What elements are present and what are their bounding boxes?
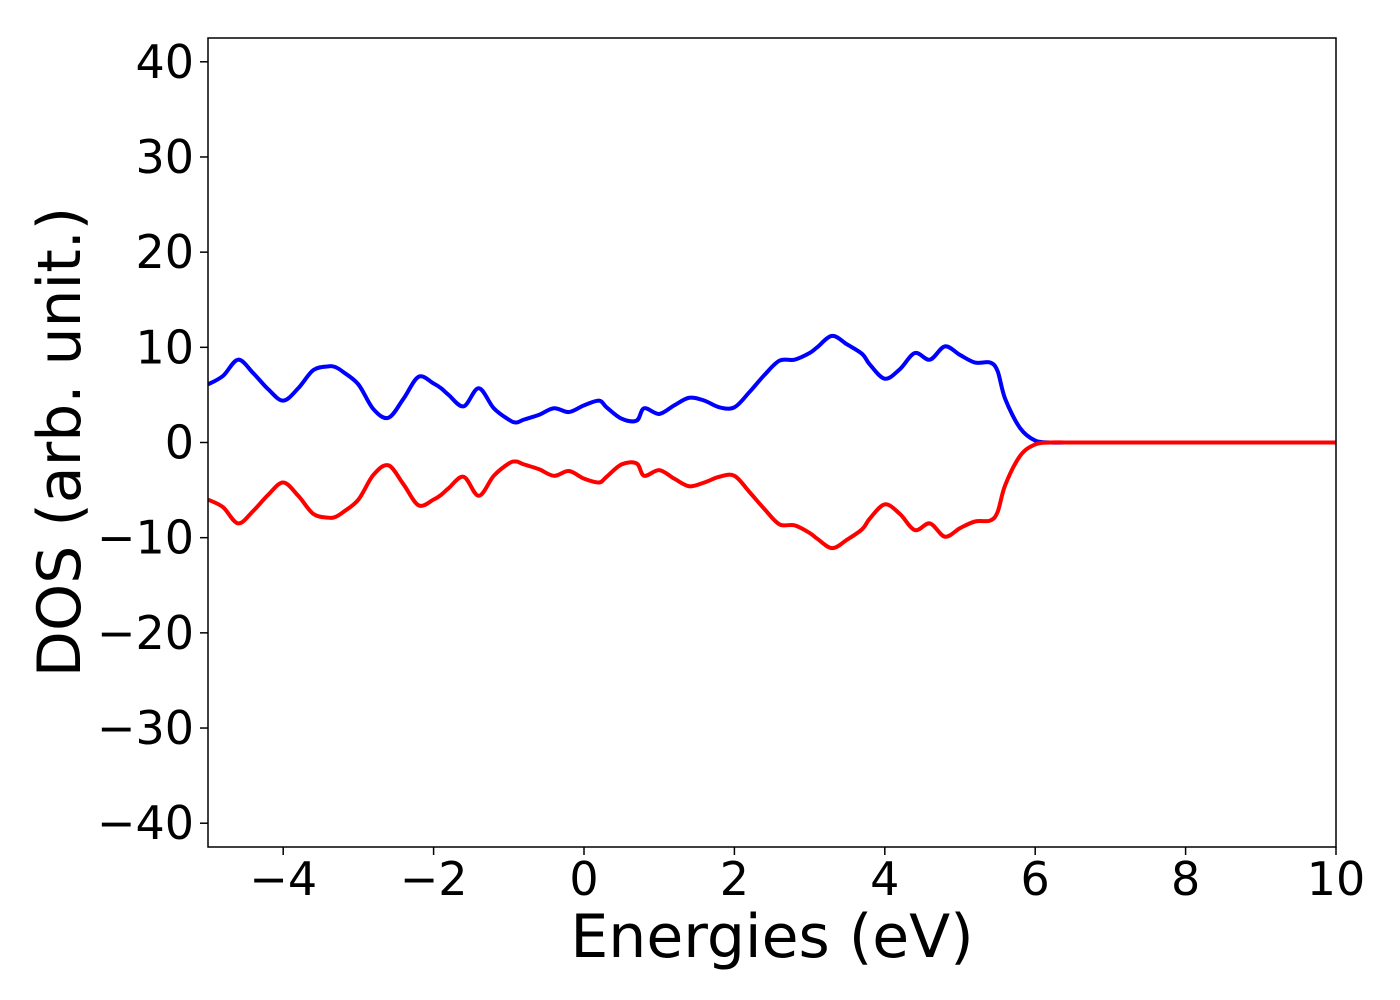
series-line-down <box>208 440 1336 551</box>
y-tick-label: 30 <box>135 130 194 184</box>
y-tick-label: 0 <box>165 416 194 470</box>
x-tick-label: 10 <box>1307 852 1366 906</box>
x-tick-label: 0 <box>569 852 598 906</box>
x-tick-label: −2 <box>400 852 468 906</box>
y-tick-label: −20 <box>97 606 194 660</box>
y-tick-label: −30 <box>97 701 194 755</box>
y-tick-label: −40 <box>97 796 194 850</box>
y-tick-label: −10 <box>97 511 194 565</box>
y-tick-label: 10 <box>135 320 194 374</box>
series-layer <box>208 333 1336 551</box>
x-axis: −4 −2 0 2 4 6 8 10 <box>249 847 1365 906</box>
x-tick-label: 6 <box>1021 852 1050 906</box>
x-tick-label: 4 <box>870 852 899 906</box>
x-tick-label: 2 <box>720 852 749 906</box>
y-tick-label: 20 <box>135 225 194 279</box>
y-tick-label: 40 <box>135 35 194 89</box>
series-line-up <box>208 333 1336 445</box>
y-axis: 40 30 20 10 0 −10 −20 −30 −40 <box>97 35 208 850</box>
x-axis-title: Energies (eV) <box>570 902 973 972</box>
x-tick-label: 8 <box>1171 852 1200 906</box>
y-axis-title: DOS (arb. unit.) <box>25 207 95 677</box>
x-tick-label: −4 <box>249 852 317 906</box>
